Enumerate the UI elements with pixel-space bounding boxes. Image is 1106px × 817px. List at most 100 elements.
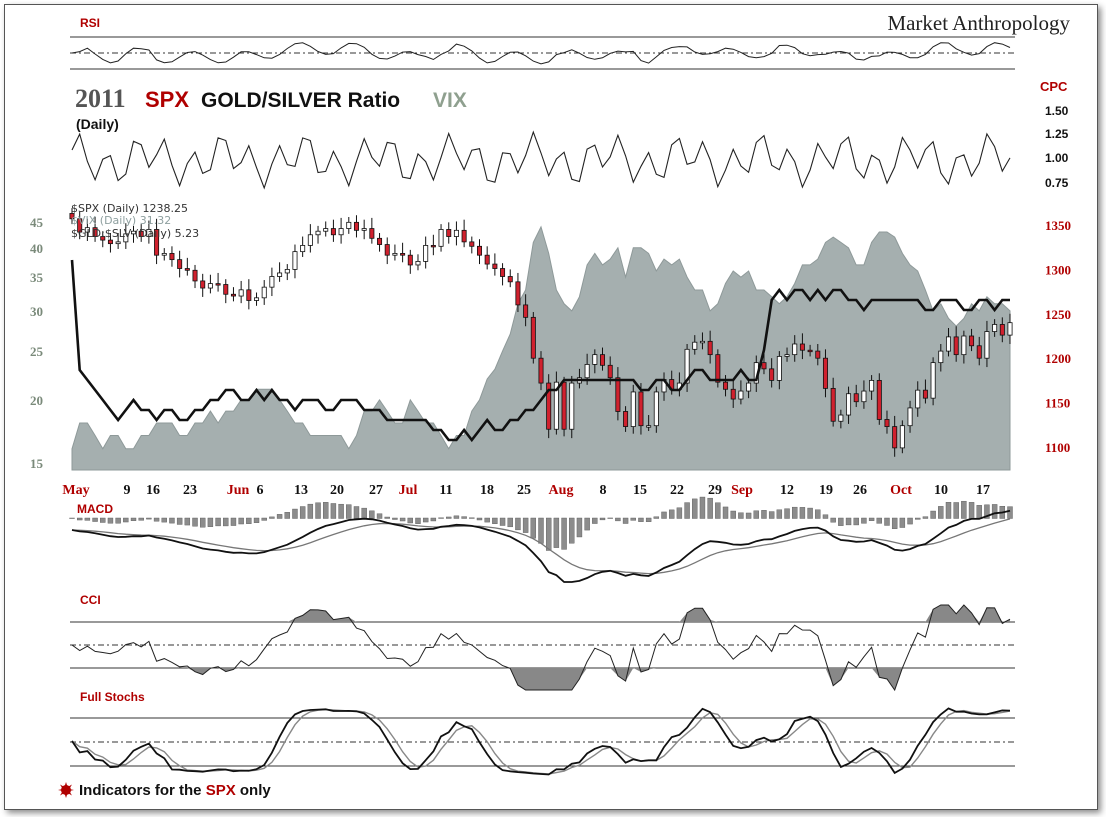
macd-bar <box>315 502 321 519</box>
macd-bar <box>146 517 152 520</box>
macd-bar <box>169 517 175 524</box>
macd-bar <box>884 517 890 526</box>
macd-bar <box>522 517 529 533</box>
spx-candle <box>192 264 198 289</box>
macd-label: MACD <box>77 502 113 516</box>
macd-bar <box>1007 506 1013 519</box>
macd-bar <box>461 516 467 519</box>
spx-tick-label: 1350 <box>1045 218 1071 233</box>
date-tick-label: 8 <box>600 483 607 498</box>
spx-candle <box>261 280 267 305</box>
spx-candle <box>123 223 129 249</box>
macd-bar <box>438 517 444 519</box>
spx-candle <box>246 279 252 310</box>
macd-bar <box>338 503 344 519</box>
spx-candle <box>392 244 398 261</box>
spx-candle <box>930 357 936 406</box>
spx-candle <box>730 380 736 408</box>
spx-candle <box>623 406 629 432</box>
spx-candle <box>238 280 244 304</box>
macd-bar <box>161 517 167 523</box>
spx-candle <box>346 217 352 234</box>
macd-bar <box>123 517 129 523</box>
spx-candle <box>277 262 283 282</box>
spx-candle <box>799 333 805 360</box>
macd-bar <box>207 517 214 527</box>
date-tick-label: Aug <box>549 483 574 498</box>
date-tick-label: 22 <box>670 483 684 498</box>
date-tick-label: 25 <box>517 483 531 498</box>
spx-candle <box>100 231 106 248</box>
macd-bar <box>645 517 652 522</box>
spx-candle <box>269 267 275 297</box>
macd-bar <box>761 510 767 519</box>
spx-candle <box>369 217 375 244</box>
spx-candle <box>1007 313 1013 344</box>
spx-candle <box>453 221 459 246</box>
legend: $SPX (Daily) 1238.25 $VIX (Daily) 31.32 … <box>71 202 199 240</box>
macd-bar <box>399 517 406 522</box>
macd-bar <box>415 517 421 524</box>
rsi-label: RSI <box>80 16 100 30</box>
spx-candle <box>77 211 83 240</box>
spx-candle <box>515 272 521 313</box>
macd-bar <box>69 517 75 519</box>
spx-candle <box>438 224 444 252</box>
macd-bar <box>661 511 667 519</box>
spx-candle <box>461 219 467 248</box>
macd-bar <box>230 517 237 526</box>
date-tick-label: 11 <box>439 483 452 498</box>
spx-candle <box>446 222 452 244</box>
macd-bar <box>223 517 229 527</box>
spx-candle <box>177 250 183 278</box>
stochastics-panel: Full Stochs <box>70 690 1015 776</box>
macd-bar <box>799 507 806 519</box>
vix-tick-label: 40 <box>30 241 43 256</box>
macd-bar <box>76 517 83 521</box>
macd-bar <box>845 517 852 526</box>
macd-bar <box>907 517 913 525</box>
chart-title: 2011 SPX GOLD/SILVER Ratio VIX (Daily) <box>75 84 467 132</box>
macd-bar <box>984 504 990 519</box>
spx-candle <box>807 344 813 357</box>
macd-bar <box>722 506 729 519</box>
macd-bar <box>684 502 690 519</box>
spx-candle <box>861 380 867 409</box>
cci-line <box>71 604 1011 692</box>
spx-candle <box>915 381 921 417</box>
macd-bar <box>369 510 375 519</box>
starburst-icon <box>58 782 74 798</box>
macd-bar <box>599 517 606 521</box>
date-tick-label: 27 <box>369 483 383 498</box>
macd-bar <box>792 506 798 519</box>
date-tick-label: 23 <box>183 483 197 498</box>
macd-bar <box>138 517 144 521</box>
spx-candle <box>184 257 190 276</box>
macd-bar <box>915 517 921 520</box>
spx-candle <box>131 225 137 243</box>
macd-bar <box>945 502 952 519</box>
macd-bar <box>292 508 298 519</box>
macd-bar <box>269 516 275 519</box>
spx-candle <box>292 244 298 279</box>
spx-candle <box>761 353 767 375</box>
macd-bar <box>192 517 198 527</box>
macd-bar <box>353 506 360 519</box>
macd-bar <box>376 513 383 519</box>
stochastics-label: Full Stochs <box>80 690 145 704</box>
spx-candle <box>92 217 98 242</box>
macd-bar <box>692 498 698 519</box>
macd-bar <box>499 517 506 526</box>
spx-candle <box>200 273 206 297</box>
spx-candle <box>492 253 498 276</box>
cpc-tick: 1.50 <box>1045 104 1069 118</box>
macd-bar <box>100 517 106 523</box>
date-tick-label: 29 <box>708 483 722 498</box>
spx-candle <box>646 415 652 432</box>
footnote: Indicators for the SPX only <box>58 782 271 799</box>
macd-histogram <box>69 496 1013 551</box>
footnote-text: Indicators for the SPX only <box>79 782 271 799</box>
date-tick-label: Sep <box>731 483 753 498</box>
spx-candle <box>254 292 260 306</box>
macd-bar <box>453 515 460 519</box>
